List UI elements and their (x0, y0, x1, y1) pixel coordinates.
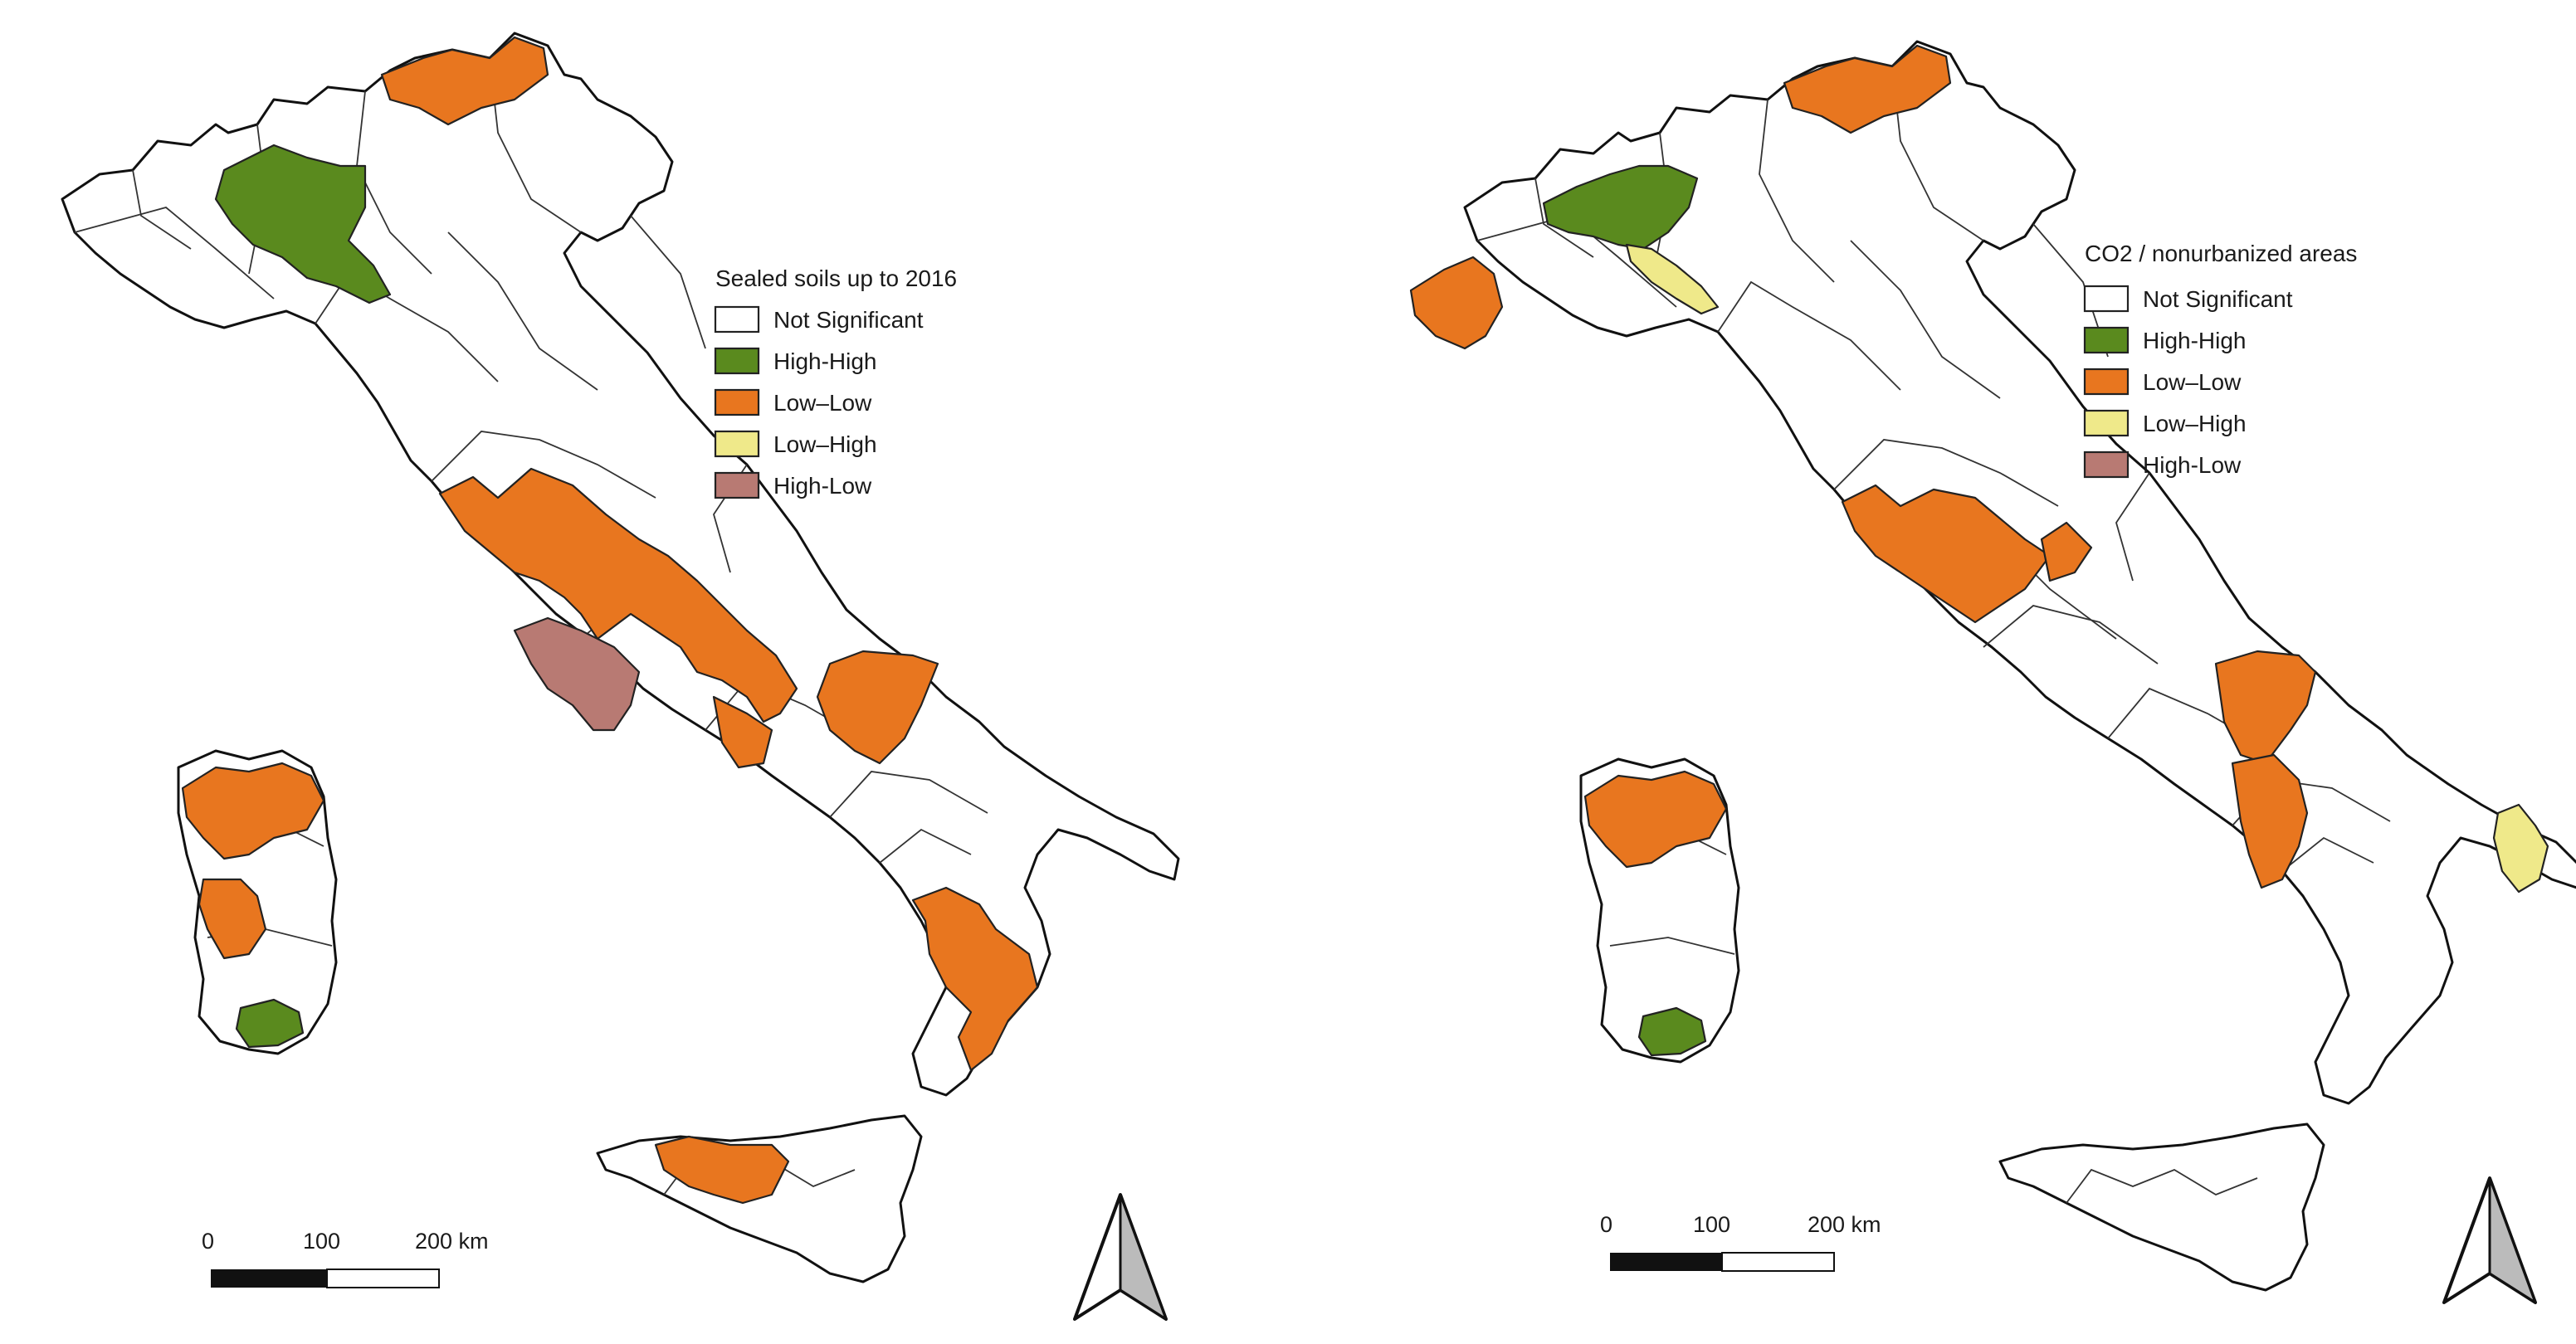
legend-title: Sealed soils up to 2016 (715, 265, 957, 291)
legend-swatch (2083, 409, 2130, 437)
scale-tick-100: 100 (1693, 1212, 1730, 1237)
legend-swatch (714, 347, 760, 375)
legend-label: Low–Low (773, 390, 872, 416)
legend-label: High-High (773, 348, 877, 374)
legend-label: Low–Low (2143, 369, 2242, 395)
legend-item: High-High (2083, 326, 2247, 354)
legend-item: High-Low (714, 471, 872, 499)
legend-title: CO2 / nonurbanized areas (2085, 241, 2357, 266)
legend-item: Low–High (2083, 409, 2247, 437)
legend-label: Not Significant (2143, 286, 2293, 312)
legend-item: High-Low (2083, 450, 2242, 479)
scale-tick-200: 200 km (1808, 1212, 1881, 1237)
legend-swatch (2083, 326, 2130, 354)
legend-item: Low–Low (714, 388, 872, 416)
cluster-regions (181, 36, 1039, 1205)
legend-swatch (714, 471, 760, 499)
legend-swatch (714, 430, 760, 458)
map-right: CO2 / nonurbanized areas Not Significant… (1409, 40, 2576, 1304)
legend-swatch (2083, 450, 2130, 479)
legend-swatch (2083, 285, 2130, 313)
legend-item: Not Significant (2083, 285, 2293, 313)
scale-tick-0: 0 (1600, 1212, 1612, 1237)
legend-label: Not Significant (773, 307, 924, 333)
scale-tick-0: 0 (202, 1229, 214, 1254)
legend-item: Not Significant (714, 305, 924, 334)
north-arrow-icon (2442, 1176, 2537, 1304)
legend-label: Low–High (2143, 411, 2247, 436)
scale-tick-100: 100 (303, 1229, 340, 1254)
map-left: Sealed soils up to 2016 Not Significant H… (61, 32, 1180, 1321)
cluster-regions (1409, 44, 2549, 1057)
legend-swatch (714, 388, 760, 416)
legend-swatch (714, 305, 760, 334)
legend-label: Low–High (773, 431, 877, 457)
scale-bar: 0 100 200 km (1600, 1212, 1881, 1272)
north-arrow-icon (1073, 1193, 1168, 1321)
scale-tick-200: 200 km (415, 1229, 489, 1254)
legend-item: High-High (714, 347, 877, 375)
legend-label: High-Low (773, 473, 872, 499)
legend-label: High-High (2143, 328, 2247, 353)
legend-item: Low–High (714, 430, 877, 458)
legend-swatch (2083, 368, 2130, 396)
legend: CO2 / nonurbanized areas Not Significant… (2083, 241, 2357, 479)
legend-item: Low–Low (2083, 368, 2242, 396)
legend-label: High-Low (2143, 452, 2242, 478)
legend: Sealed soils up to 2016 Not Significant H… (714, 265, 957, 499)
scale-bar: 0 100 200 km (202, 1229, 489, 1288)
